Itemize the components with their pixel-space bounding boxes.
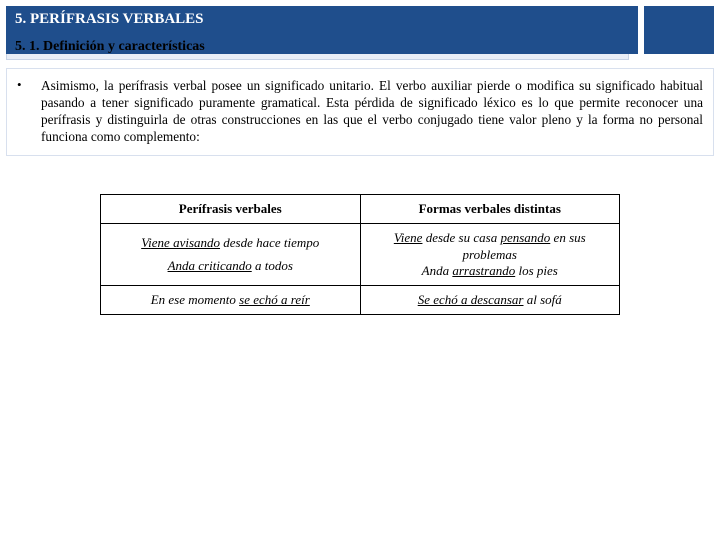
bullet-icon: •	[17, 77, 41, 145]
table-row: Viene avisando desde hace tiempo Anda cr…	[101, 224, 620, 286]
body-text-box: • Asimismo, la perífrasis verbal posee u…	[6, 68, 714, 156]
table-row: Perífrasis verbales Formas verbales dist…	[101, 195, 620, 224]
table-cell: Viene desde su casa pensando en sus prob…	[360, 224, 620, 286]
table-cell: En ese momento se echó a reír	[101, 286, 361, 315]
accent-box	[644, 6, 714, 54]
body-paragraph: Asimismo, la perífrasis verbal posee un …	[41, 77, 703, 145]
table-cell: Se echó a descansar al sofá	[360, 286, 620, 315]
col-header-perifrasis: Perífrasis verbales	[101, 195, 361, 224]
comparison-table: Perífrasis verbales Formas verbales dist…	[100, 194, 620, 315]
table-cell: Viene avisando desde hace tiempo Anda cr…	[101, 224, 361, 286]
col-header-distintas: Formas verbales distintas	[360, 195, 620, 224]
table-row: En ese momento se echó a reír Se echó a …	[101, 286, 620, 315]
